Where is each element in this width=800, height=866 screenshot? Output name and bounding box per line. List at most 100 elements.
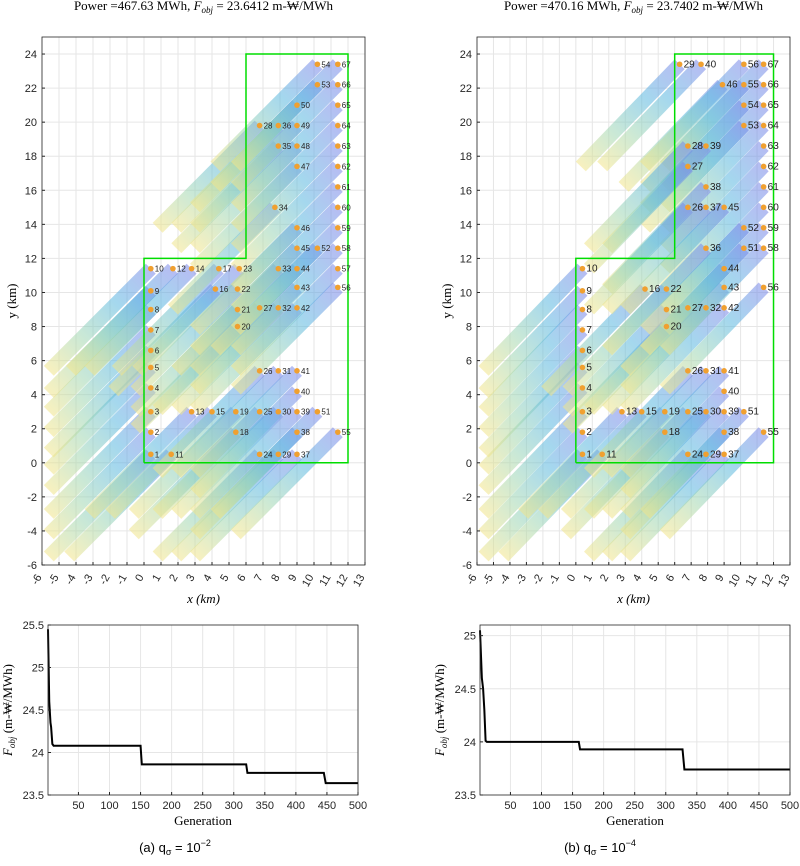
turbine-label-8: 8 [155,306,160,315]
turbine-18 [233,429,239,435]
turbine-7 [148,327,154,333]
x-tick-label: 9 [713,573,726,584]
turbine-27 [256,305,263,311]
turbine-13 [188,408,195,415]
x-tick-label: 250 [626,800,644,812]
turbine-10 [148,265,154,272]
wake-61 [230,181,343,295]
turbine-21 [663,306,670,313]
x-tick-label: 200 [594,800,612,812]
turbine-label-2: 2 [155,428,160,437]
turbine-label-65: 65 [342,101,351,110]
turbine-label-66: 66 [342,81,351,90]
turbine-53 [314,81,321,88]
y-tick-label: 8 [466,322,472,334]
x-tick-label: 150 [131,800,149,812]
turbine-label-40: 40 [728,386,740,397]
turbine-42 [294,305,300,311]
x-tick-label: 1 [581,573,594,584]
y-tick-label: 24.5 [23,705,44,717]
turbine-63 [335,143,341,149]
turbine-label-4: 4 [155,384,160,393]
turbine-label-13: 13 [626,407,638,418]
wake-40 [620,386,730,499]
wake-14 [84,263,197,376]
wake-57 [230,263,343,376]
turbine-9 [148,287,154,294]
wake-28 [583,141,693,254]
turbine-label-64: 64 [768,121,780,132]
turbine-20 [234,323,241,330]
turbine-57 [335,265,341,272]
turbine-label-1: 1 [155,450,160,459]
layout-panel-a: 1234567891011121314151617181920212223242… [4,0,368,857]
wake-8 [478,304,588,417]
wake-58 [230,243,343,356]
wake-40 [597,59,707,172]
turbine-39 [703,143,709,149]
turbine-label-45: 45 [301,244,310,253]
turbine-label-7: 7 [586,325,592,336]
turbine-16 [212,286,219,292]
x-tick-label: 2 [167,573,180,584]
y-tick-label: 6 [466,356,472,368]
y-tick-label: 0 [31,458,37,470]
wake-58 [659,243,769,356]
turbine-51 [741,245,747,251]
turbine-54 [314,61,321,68]
x-tick-label: 13 [776,573,793,590]
turbine-label-23: 23 [243,265,252,274]
turbine-28 [256,122,263,129]
turbine-label-32: 32 [282,304,291,313]
turbine-2 [579,429,586,435]
turbine-1 [148,451,154,458]
turbine-label-62: 62 [342,162,351,171]
y-tick-label: 2 [31,424,37,436]
turbine-label-15: 15 [646,407,658,418]
wake-3 [478,406,588,519]
turbine-label-8: 8 [586,305,592,316]
x-tick-label: 5 [647,573,660,584]
x-tick-label: 350 [256,800,274,812]
turbine-label-30: 30 [710,407,722,418]
turbine-52 [741,224,747,231]
x-tick-label: 11 [317,573,333,589]
turbine-label-6: 6 [586,345,592,356]
turbine-36 [703,245,709,251]
y-tick-label: 14 [460,219,472,231]
turbine-58 [760,245,767,251]
x-tick-label: 150 [563,800,581,812]
y-tick-label: 23.5 [455,790,476,802]
turbine-9 [579,287,586,294]
wake-3 [43,406,156,519]
turbine-label-37: 37 [301,450,310,459]
y-tick-label: 22 [25,83,37,95]
y-tick-label: 23.5 [23,790,44,802]
turbine-40 [721,388,727,395]
turbine-label-26: 26 [692,366,704,377]
panel-title: Power =467.63 MWh, Fobj = 23.6412 m-₩/MW… [74,0,334,15]
x-tick-label: 50 [72,800,84,812]
wake-27 [583,161,693,274]
turbine-label-43: 43 [728,282,740,293]
turbine-1 [579,451,586,458]
turbine-label-36: 36 [282,122,291,131]
wake-9 [478,285,588,398]
turbine-label-16: 16 [649,284,661,295]
turbine-37 [721,451,727,458]
y-tick-label: 10 [460,287,472,299]
turbine-label-3: 3 [155,408,160,417]
turbine-label-52: 52 [321,244,330,253]
wake-10 [478,263,588,376]
x-tick-label: 3 [184,573,197,584]
turbine-6 [579,347,586,354]
y-tick-label: 22 [460,83,472,95]
turbine-4 [148,385,154,391]
turbine-label-66: 66 [768,80,780,91]
turbine-59 [760,224,767,231]
wake-37 [620,449,730,562]
turbine-label-12: 12 [177,265,186,274]
wake-13 [518,406,628,519]
y-tick-label: 24 [25,49,37,61]
wake-54 [210,59,323,172]
